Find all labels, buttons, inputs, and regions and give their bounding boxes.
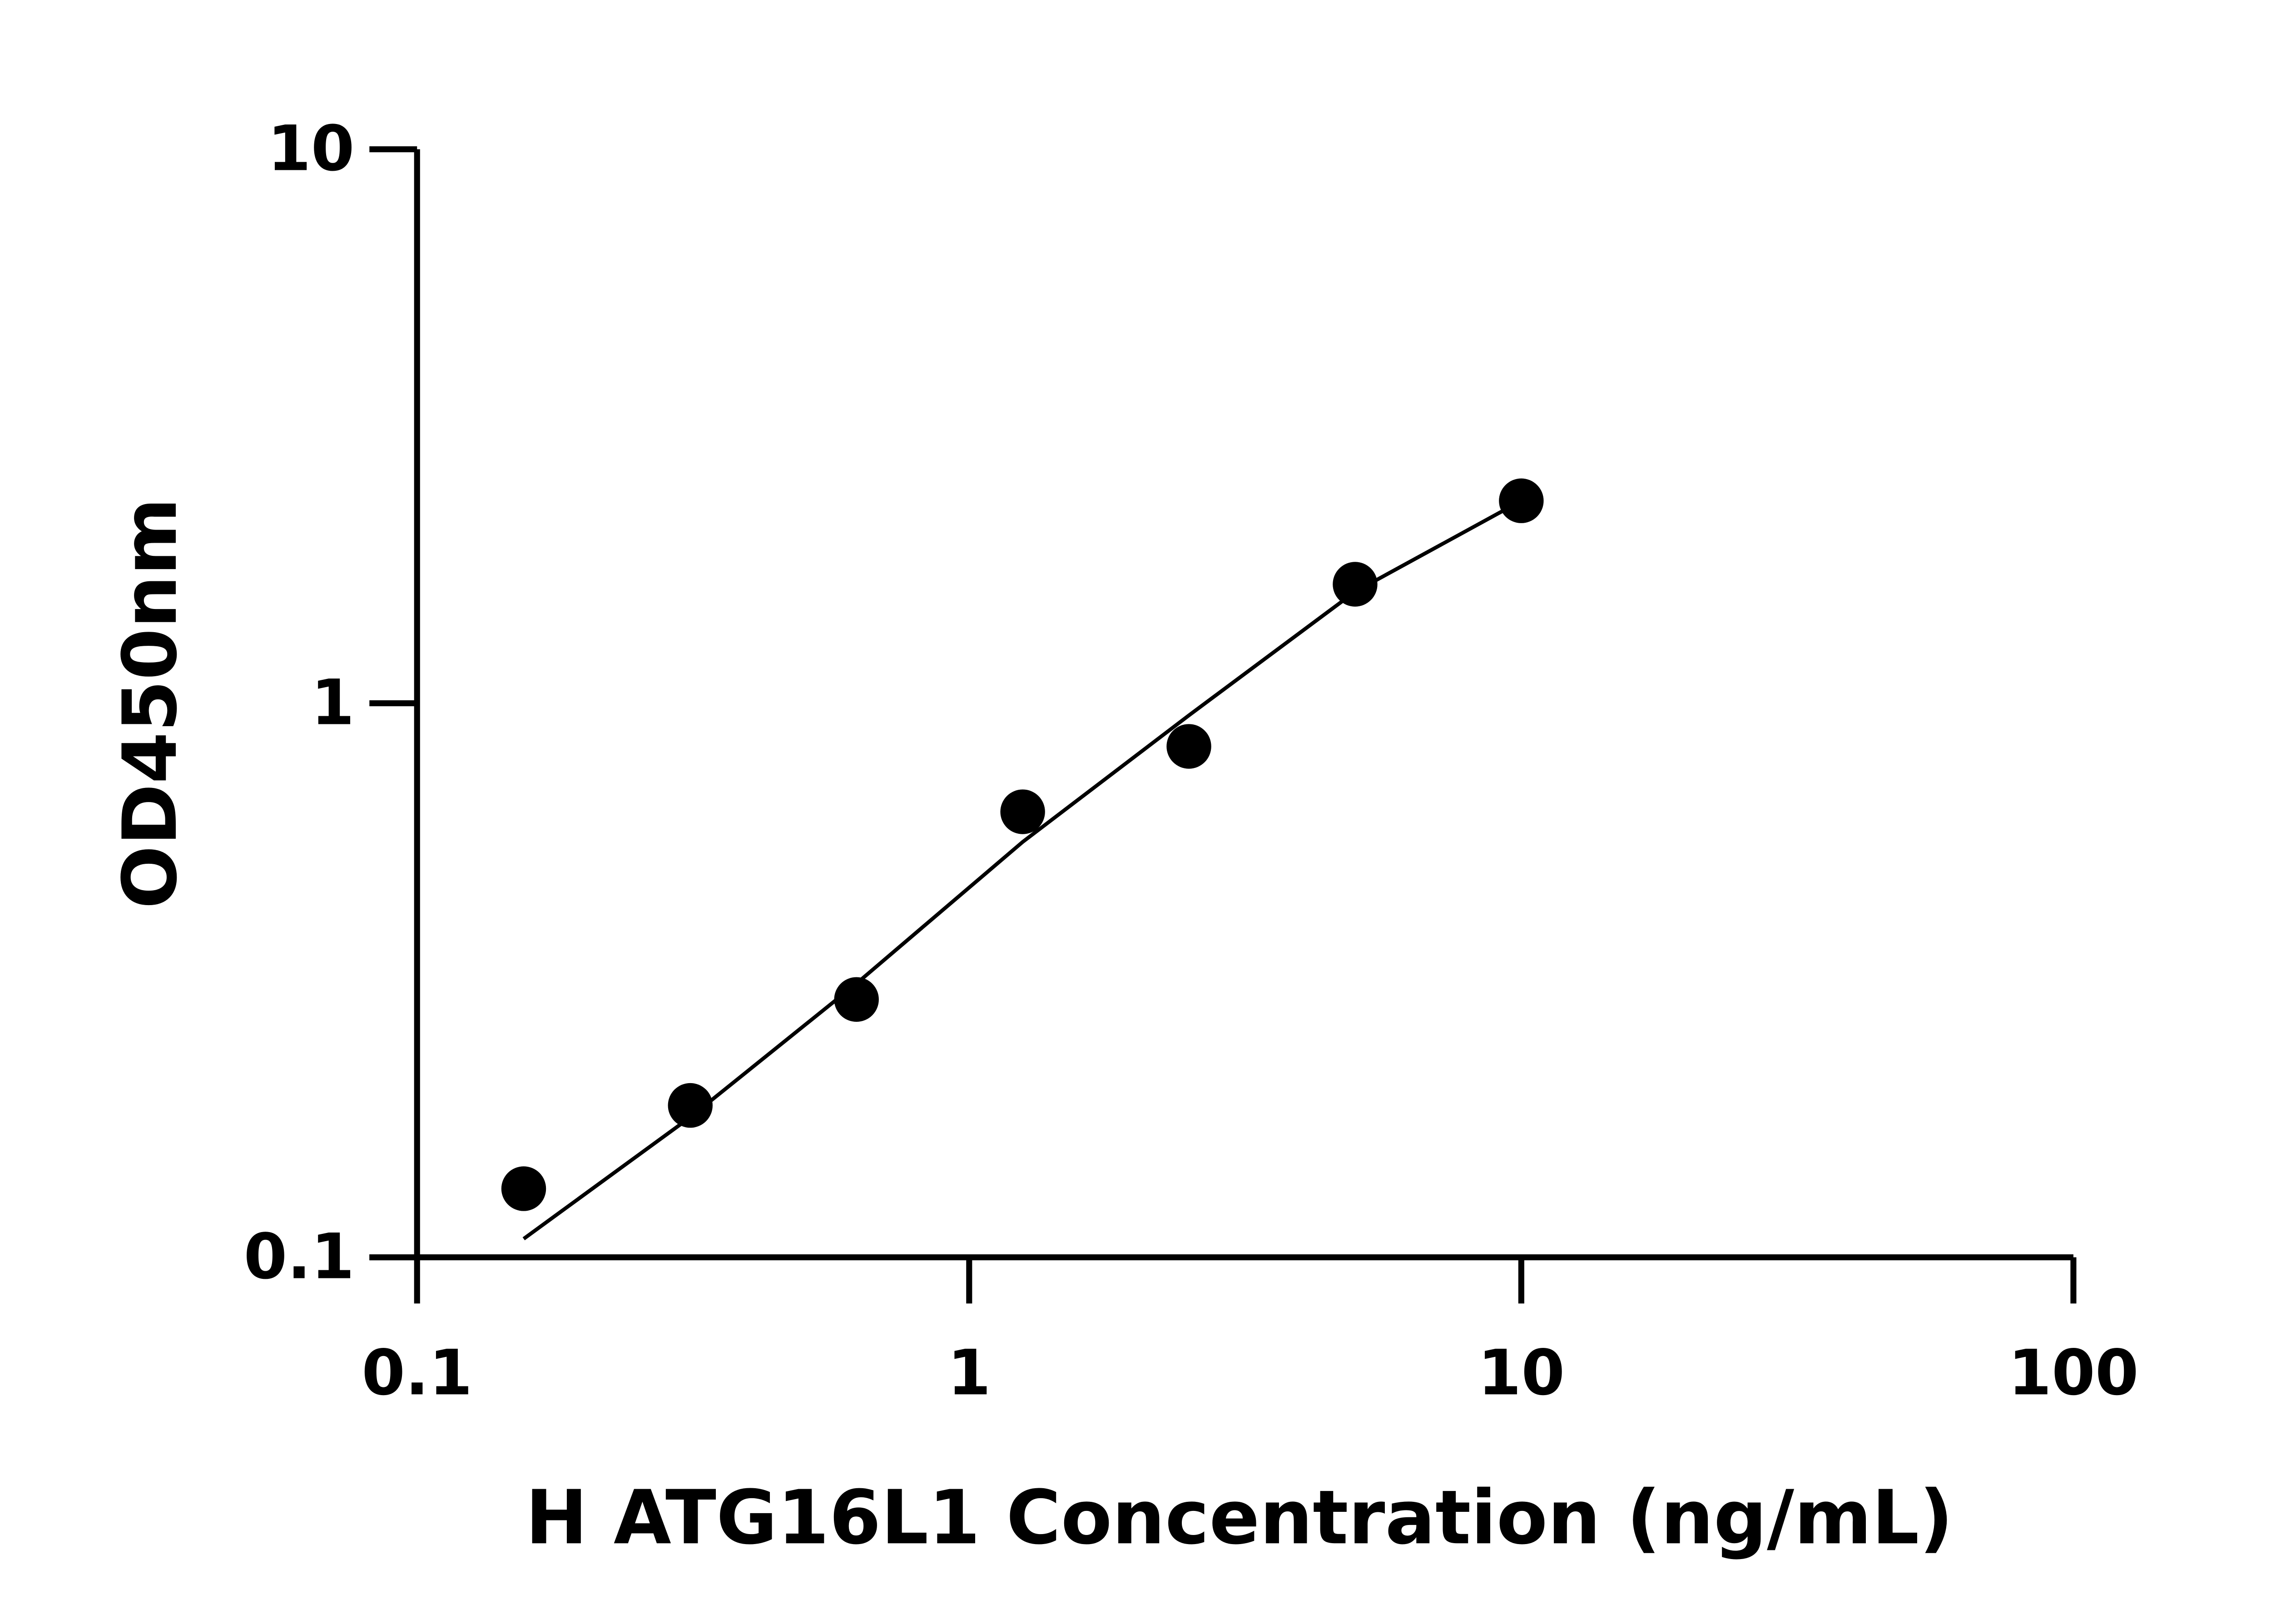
data-point [834, 977, 879, 1022]
y-axis-label: OD450nm [107, 498, 193, 909]
data-point [1333, 562, 1378, 607]
data-point [1499, 478, 1544, 523]
x-axis-label: H ATG16L1 Concentration (ng/mL) [526, 1474, 1954, 1561]
data-point [1166, 724, 1211, 769]
data-point [1000, 789, 1045, 834]
fit-curve [522, 499, 1522, 1241]
data-point [501, 1166, 546, 1211]
x-tick-label: 1 [947, 1337, 991, 1409]
y-tick-label: 1 [311, 667, 355, 739]
y-tick-label: 10 [268, 113, 355, 185]
data-point [668, 1083, 713, 1128]
y-tick-label: 0.1 [244, 1220, 355, 1293]
x-tick-label: 10 [1478, 1337, 1565, 1409]
x-tick-label: 0.1 [362, 1337, 472, 1409]
x-tick-label: 100 [2008, 1337, 2138, 1409]
